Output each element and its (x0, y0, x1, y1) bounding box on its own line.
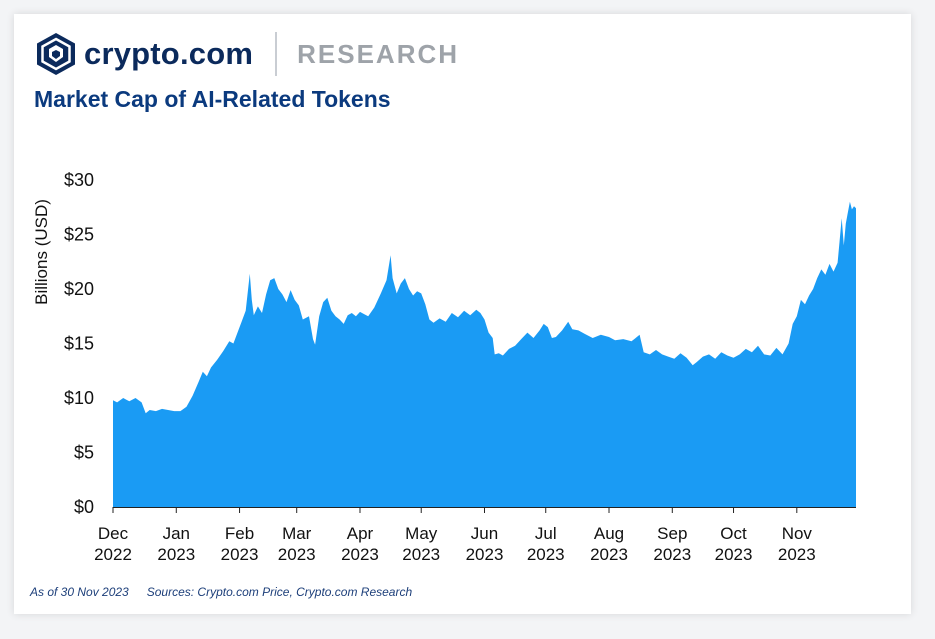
x-tick-label: Nov 2023 (778, 524, 816, 564)
x-tick-label: Oct 2023 (715, 524, 753, 564)
x-tick-label: Sep 2023 (653, 524, 691, 564)
brand-header: crypto.com RESEARCH (36, 30, 459, 78)
x-tick-label: Dec 2022 (94, 524, 132, 564)
chart-title: Market Cap of AI-Related Tokens (34, 86, 391, 112)
x-tick-label: Apr 2023 (341, 524, 379, 564)
x-tick-label: Feb 2023 (221, 524, 259, 564)
x-tick-label: Mar 2023 (278, 524, 316, 564)
x-tick-label: Jul 2023 (527, 524, 565, 564)
chart-card: crypto.com RESEARCH Market Cap of AI-Rel… (14, 14, 911, 614)
brand-divider (275, 32, 278, 76)
x-tick-label: May 2023 (402, 524, 440, 564)
sources-note: Sources: Crypto.com Price, Crypto.com Re… (146, 585, 413, 599)
y-tick-label: $30 (64, 170, 94, 190)
research-label: RESEARCH (297, 38, 460, 69)
y-tick-label: $10 (64, 388, 94, 408)
x-tick-label: Jan 2023 (157, 524, 195, 564)
y-tick-label: $0 (74, 497, 94, 517)
y-tick-label: $25 (64, 225, 94, 245)
chart-footer: As of 30 Nov 2023 Sources: Crypto.com Pri… (30, 585, 412, 599)
area-chart: $0 $5 $10 $15 $20 $25 $30 Dec 2022 Jan 2023 Feb 2023… (32, 170, 856, 564)
y-tick-label: $15 (64, 334, 94, 354)
series-area (113, 201, 856, 508)
y-axis-label: Billions (USD) (32, 199, 51, 305)
y-tick-label: $20 (64, 279, 94, 299)
x-tick-label: Aug 2023 (590, 524, 628, 564)
y-tick-label: $5 (74, 443, 94, 463)
x-tick-label: Jun 2023 (466, 524, 504, 564)
as-of-note: As of 30 Nov 2023 (30, 585, 129, 599)
brand-name: crypto.com (84, 36, 254, 71)
crypto-com-lion-logo (37, 33, 75, 75)
